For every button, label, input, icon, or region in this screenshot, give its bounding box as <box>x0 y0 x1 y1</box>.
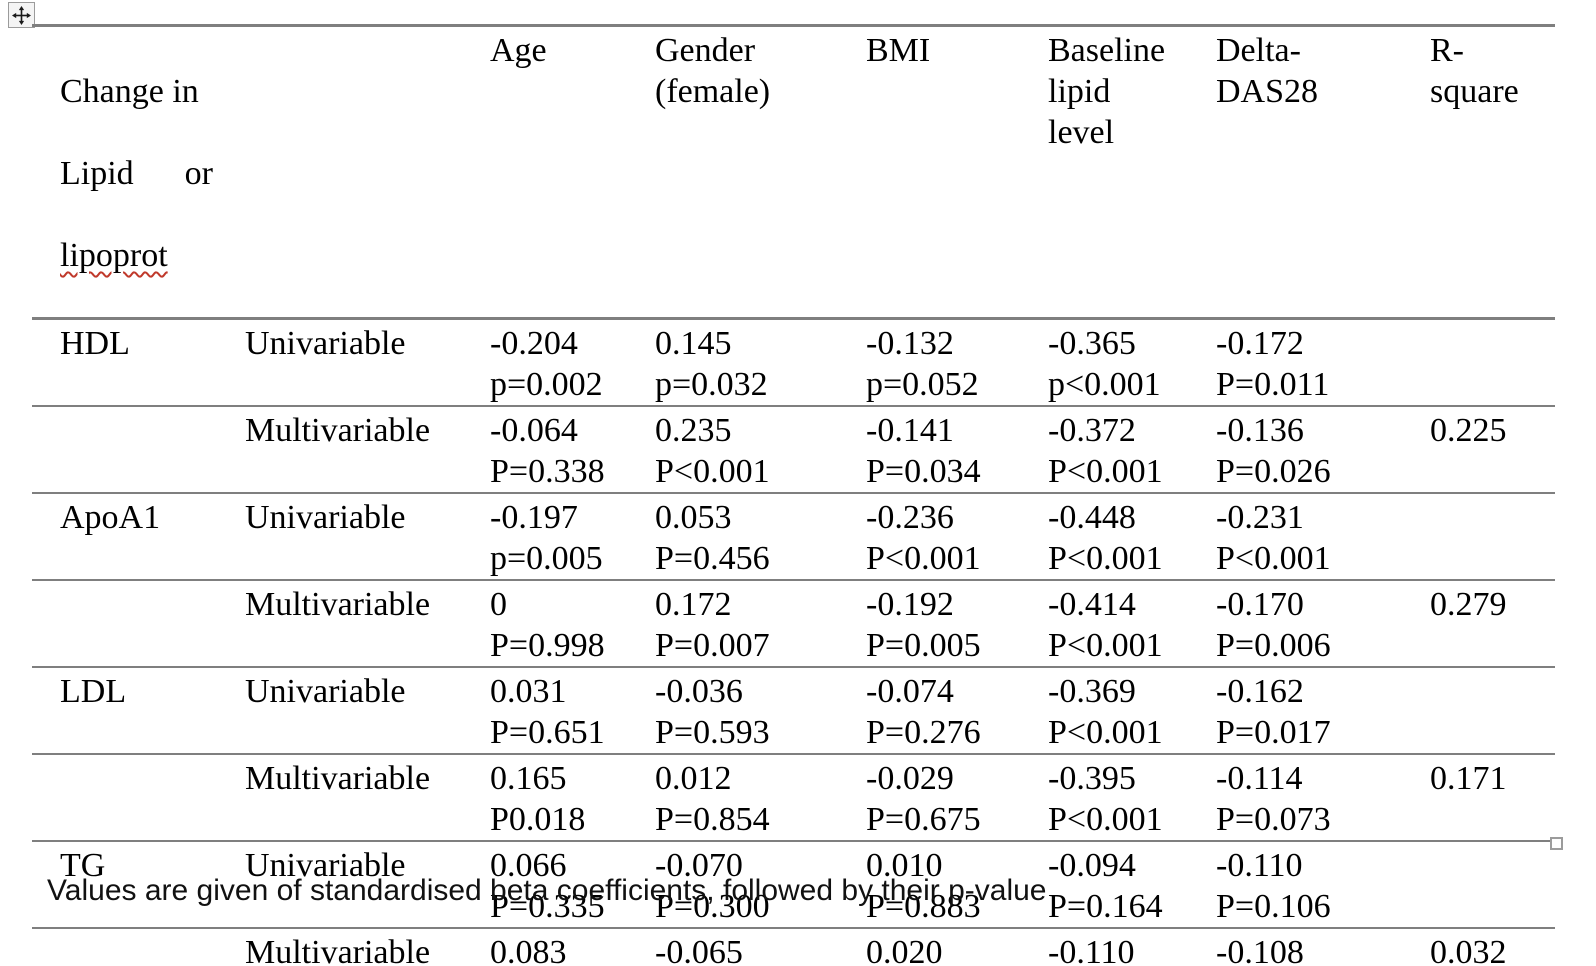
age-cell: 0.031 P=0.651 <box>490 673 605 751</box>
rsquare-cell <box>1430 493 1555 580</box>
table-row-tg-multivariable: Multivariable 0.083P=0.254 -0.065P=0.345… <box>32 928 1555 966</box>
delta-cell: -0.231 P<0.001 <box>1216 499 1331 577</box>
model-cell: Univariable <box>245 499 406 536</box>
bmi-cell: -0.074 P=0.276 <box>866 673 981 751</box>
gender-cell: 0.172 P=0.007 <box>655 586 770 664</box>
lipid-cell: ApoA1 <box>60 499 161 536</box>
bmi-cell: 0.010 P=0.883 <box>866 847 981 925</box>
gender-cell: -0.065P=0.345 <box>655 934 743 966</box>
header-lipid-line1: Change in <box>60 73 199 110</box>
baseline-cell: -0.372 P<0.001 <box>1048 412 1163 490</box>
baseline-cell: -0.395 P<0.001 <box>1048 760 1163 838</box>
lipid-cell <box>32 928 245 966</box>
baseline-cell: -0.365 p<0.001 <box>1048 325 1161 403</box>
lipid-cell: TG <box>60 847 106 884</box>
lipid-cell: LDL <box>60 673 127 710</box>
baseline-cell: -0.369 P<0.001 <box>1048 673 1163 751</box>
gender-cell: 0.012 P=0.854 <box>655 760 770 838</box>
age-cell: 0 P=0.998 <box>490 586 605 664</box>
rsquare-cell <box>1430 841 1555 928</box>
gender-cell: -0.070 P=0.300 <box>655 847 770 925</box>
age-cell: 0.066 P=0.335 <box>490 847 605 925</box>
header-age: Age <box>490 32 547 69</box>
baseline-cell: -0.448 P<0.001 <box>1048 499 1163 577</box>
bmi-cell: -0.029 P=0.675 <box>866 760 981 838</box>
model-cell: Univariable <box>245 847 406 884</box>
table-row-hdl-univariable: HDL Univariable -0.204 p=0.002 0.145 p=0.0… <box>32 319 1555 407</box>
table-row-apoa1-univariable: ApoA1 Univariable -0.197 p=0.005 0.053 P=0… <box>32 493 1555 580</box>
header-lipid-line2: Lipid or <box>60 155 213 192</box>
model-cell: Univariable <box>245 325 406 362</box>
gender-cell: 0.145 p=0.032 <box>655 325 768 403</box>
delta-cell: -0.110 P=0.106 <box>1216 847 1331 925</box>
rsquare-cell: 0.225 <box>1430 412 1507 449</box>
lipid-cell <box>32 406 245 493</box>
delta-cell: -0.108P=0.111 <box>1216 934 1304 966</box>
gender-cell: -0.036 P=0.593 <box>655 673 770 751</box>
model-cell: Multivariable <box>245 760 431 797</box>
gender-cell: 0.053 P=0.456 <box>655 499 770 577</box>
model-cell: Multivariable <box>245 586 431 623</box>
model-cell: Multivariable <box>245 934 431 966</box>
baseline-cell: -0.094 P=0.164 <box>1048 847 1163 925</box>
age-cell: -0.197 p=0.005 <box>490 499 603 577</box>
header-model <box>245 26 490 319</box>
rsquare-cell <box>1430 319 1555 407</box>
table-row-tg-univariable: TG Univariable 0.066 P=0.335 -0.070 P=0.30… <box>32 841 1555 928</box>
delta-cell: -0.172 P=0.011 <box>1216 325 1330 403</box>
table-move-icon <box>12 5 31 25</box>
header-bmi: BMI <box>866 32 931 69</box>
bmi-cell: -0.192 P=0.005 <box>866 586 981 664</box>
bmi-cell: 0.020P=0.795 <box>866 934 943 966</box>
bmi-cell: -0.141 P=0.034 <box>866 412 981 490</box>
header-baseline: Baseline lipid level <box>1048 32 1166 151</box>
lipid-cell: HDL <box>60 325 130 362</box>
delta-cell: -0.170 P=0.006 <box>1216 586 1331 664</box>
header-lipid: Change in Lipid or lipoprot <box>32 26 245 319</box>
header-rsquare: R- square <box>1430 32 1519 110</box>
lipid-cell <box>32 754 245 841</box>
age-cell: -0.064 P=0.338 <box>490 412 605 490</box>
rsquare-cell: 0.171 <box>1430 760 1507 797</box>
table-row-ldl-univariable: LDL Univariable 0.031 P=0.651 -0.036 P=0.5… <box>32 667 1555 754</box>
header-gender: Gender (female) <box>655 32 771 110</box>
table-resize-handle[interactable] <box>1550 837 1563 850</box>
misspelled-word[interactable]: lipoprot <box>60 237 168 274</box>
table-footnote: Values are given of standardised beta co… <box>47 874 1047 907</box>
regression-table: Change in Lipid or lipoprot Age Gender (… <box>32 24 1555 966</box>
gender-cell: 0.235 P<0.001 <box>655 412 770 490</box>
baseline-cell: -0.414 P<0.001 <box>1048 586 1163 664</box>
bmi-cell: -0.132 p=0.052 <box>866 325 979 403</box>
age-cell: -0.204 p=0.002 <box>490 325 603 403</box>
rsquare-cell: 0.279 <box>1430 586 1507 623</box>
rsquare-cell: 0.032 <box>1430 934 1507 966</box>
model-cell: Univariable <box>245 673 406 710</box>
delta-cell: -0.114 P=0.073 <box>1216 760 1331 838</box>
age-cell: 0.083P=0.254 <box>490 934 567 966</box>
table-row-ldl-multivariable: Multivariable 0.165 P0.018 0.012 P=0.854 -… <box>32 754 1555 841</box>
bmi-cell: -0.236 P<0.001 <box>866 499 981 577</box>
header-row: Change in Lipid or lipoprot Age Gender (… <box>32 25 1555 319</box>
table-move-handle[interactable] <box>8 2 35 28</box>
age-cell: 0.165 P0.018 <box>490 760 586 838</box>
model-cell: Multivariable <box>245 412 431 449</box>
table-row-hdl-multivariable: Multivariable -0.064 P=0.338 0.235 P<0.001… <box>32 406 1555 493</box>
delta-cell: -0.162 P=0.017 <box>1216 673 1331 751</box>
rsquare-cell <box>1430 667 1555 754</box>
table-row-apoa1-multivariable: Multivariable 0 P=0.998 0.172 P=0.007 -0.1… <box>32 580 1555 667</box>
delta-cell: -0.136 P=0.026 <box>1216 412 1331 490</box>
header-delta-das28: Delta- DAS28 <box>1216 32 1319 110</box>
lipid-cell <box>32 580 245 667</box>
